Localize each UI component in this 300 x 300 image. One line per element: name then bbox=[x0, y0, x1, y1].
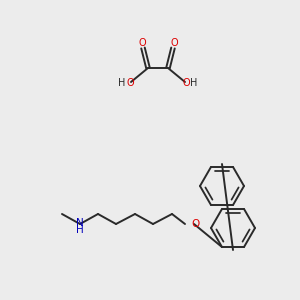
Text: H: H bbox=[118, 78, 126, 88]
Text: O: O bbox=[170, 38, 178, 48]
Text: O: O bbox=[138, 38, 146, 48]
Text: H: H bbox=[190, 78, 198, 88]
Text: O: O bbox=[192, 219, 200, 229]
Text: O: O bbox=[182, 78, 190, 88]
Text: H: H bbox=[76, 225, 84, 235]
Text: N: N bbox=[76, 218, 84, 228]
Text: O: O bbox=[126, 78, 134, 88]
